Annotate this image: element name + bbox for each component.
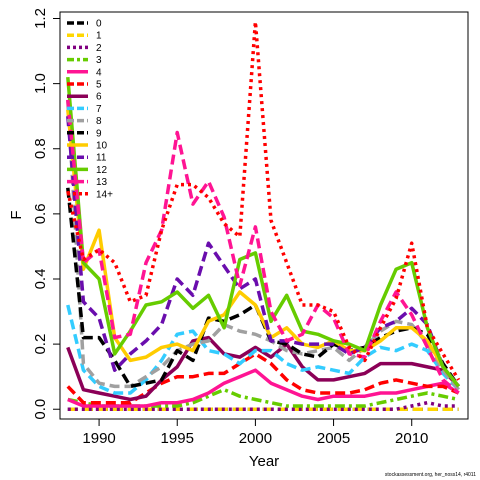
legend-label: 7 [96,104,102,115]
y-tick-label: 0.6 [32,203,49,224]
y-axis-label: F [8,210,25,219]
y-tick-label: 0.4 [32,269,49,290]
series-line-11 [66,116,460,388]
x-axis-label: Year [249,453,279,470]
source-footnote: stockassessment.org, her_noss14, r4011 [384,472,476,478]
x-tick-label: 1990 [82,430,115,447]
legend-label: 10 [96,141,108,152]
legend-label: 1 [96,31,102,42]
legend-label: 2 [96,43,102,54]
legend-label: 0 [96,19,102,30]
legend-label: 13 [96,177,108,188]
legend-label: 6 [96,92,102,103]
series-line-13 [66,99,460,395]
series-line-12 [66,76,460,388]
legend-label: 14+ [96,189,113,200]
series-line-10 [66,109,460,388]
y-tick-label: 1.0 [32,73,49,94]
x-tick-label: 2000 [239,430,272,447]
series-line-4 [67,368,460,408]
legend-label: 8 [96,116,102,127]
series-line-2 [67,400,459,411]
x-axis: 1990 1995 2000 2005 2010 [82,418,428,447]
series-line-5 [66,352,460,405]
y-tick-label: 0.8 [32,138,49,159]
series-line-14plus [66,20,461,381]
y-axis: 0.0 0.2 0.4 0.6 0.8 1.0 1.2 [32,8,61,420]
y-tick-label: 0.2 [32,334,49,355]
legend-label: 3 [96,55,102,66]
series-line-6 [66,335,460,402]
legend-label: 5 [96,80,102,91]
legend-label: 12 [96,165,108,176]
legend-label: 9 [96,128,102,139]
series-layer [66,20,461,411]
legend-label: 4 [96,67,102,78]
y-tick-label: 1.2 [32,8,49,29]
legend-label: 11 [96,153,107,164]
y-tick-label: 0.0 [32,399,49,420]
x-tick-label: 2005 [317,430,350,447]
series-line-7 [66,304,460,395]
x-tick-label: 2010 [395,430,428,447]
x-tick-label: 1995 [161,430,194,447]
